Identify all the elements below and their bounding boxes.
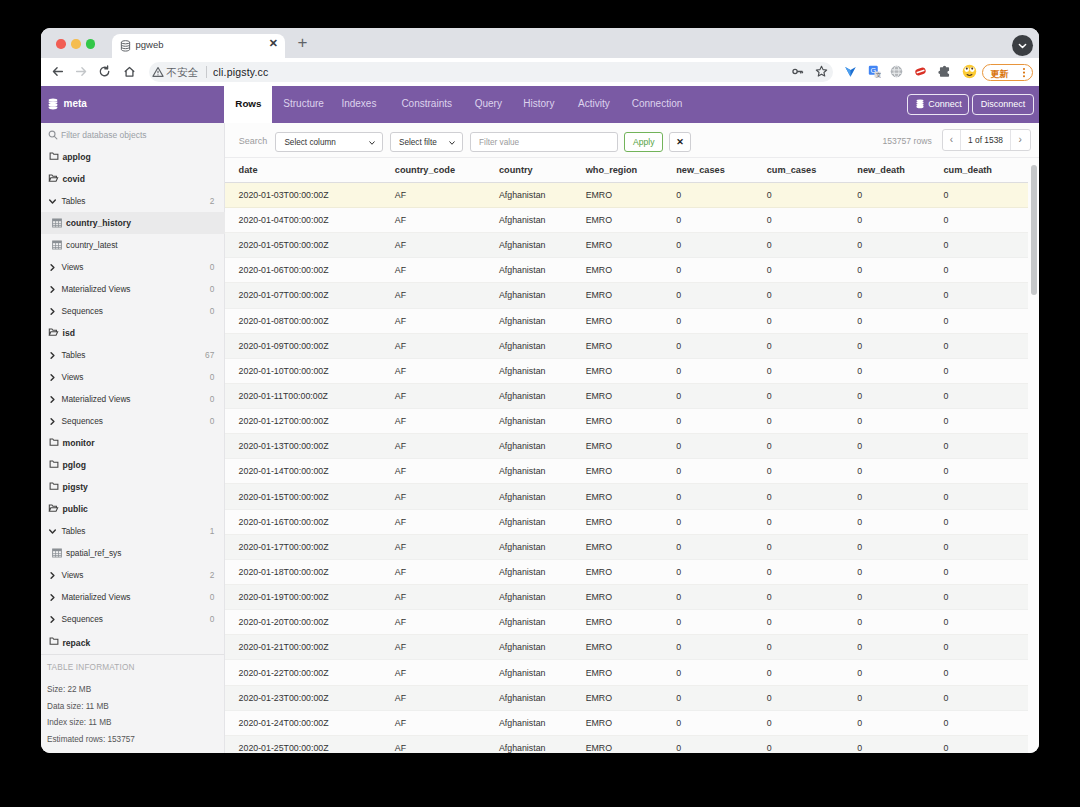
svg-text:文: 文 — [875, 72, 880, 78]
